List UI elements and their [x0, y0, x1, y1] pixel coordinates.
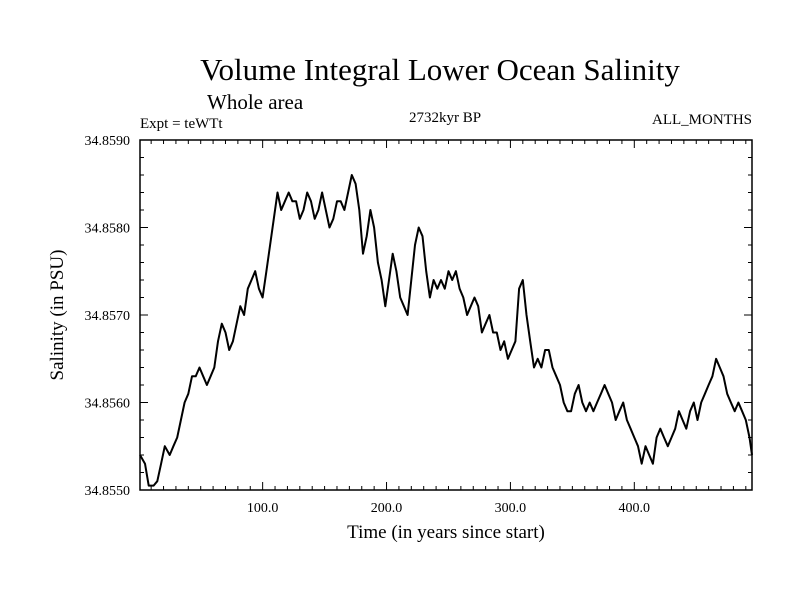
chart-subtitle: Whole area — [207, 90, 304, 114]
series-line — [139, 174, 753, 487]
x-tick-label: 400.0 — [619, 501, 651, 516]
x-tick-labels: 100.0 200.0 300.0 400.0 — [247, 501, 650, 516]
tick-marks — [140, 140, 752, 490]
chart-title: Volume Integral Lower Ocean Salinity — [200, 52, 680, 87]
y-tick-labels: 34.8550 34.8560 34.8570 34.8580 34.8590 — [85, 134, 131, 499]
plot-area: 100.0 200.0 300.0 400.0 34.855034.856034.85… — [85, 134, 753, 516]
expt-label: Expt = teWTt — [140, 116, 223, 132]
x-tick-label: 200.0 — [371, 501, 403, 516]
months-label: ALL_MONTHS — [652, 112, 752, 128]
y-tick-label: 34.8550 — [85, 484, 131, 499]
y-axis-label: Salinity (in PSU) — [47, 250, 68, 381]
x-axis-label: Time (in years since start) — [347, 522, 545, 543]
x-tick-label: 300.0 — [495, 501, 527, 516]
y-tick-label: 34.8570 — [85, 309, 131, 324]
y-tick-label: 34.8590 — [85, 134, 131, 149]
period-label: 2732kyr BP — [409, 110, 481, 126]
y-tick-label: 34.8580 — [85, 222, 131, 237]
x-tick-label: 100.0 — [247, 501, 279, 516]
y-tick-label: 34.8560 — [85, 397, 131, 412]
